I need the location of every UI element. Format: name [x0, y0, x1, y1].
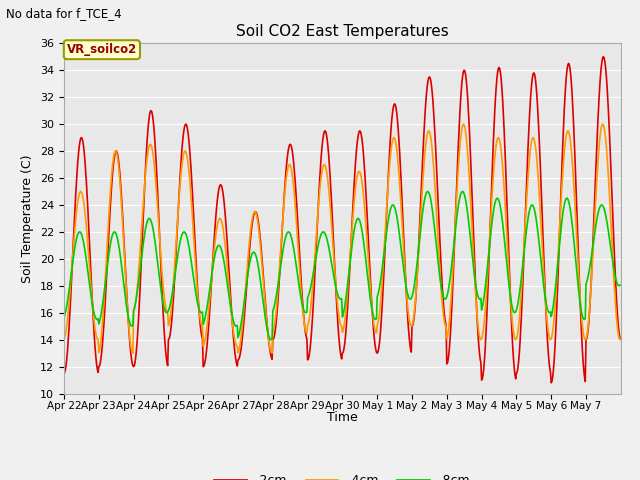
-2cm	[616, 336, 624, 341]
Line: -4cm: -4cm	[64, 124, 620, 353]
-2cm	[431, 123, 438, 129]
-8cm	[228, 309, 236, 315]
-4cm	[400, 253, 408, 259]
-8cm	[424, 189, 432, 194]
-8cm	[616, 282, 624, 288]
Text: VR_soilco2: VR_soilco2	[67, 43, 137, 56]
-8cm	[60, 314, 68, 320]
-8cm	[432, 238, 440, 244]
-4cm	[460, 121, 467, 127]
-4cm	[125, 329, 133, 335]
-4cm	[255, 229, 263, 235]
-4cm	[277, 246, 285, 252]
Line: -2cm: -2cm	[64, 57, 620, 383]
Legend: -2cm, -4cm, -8cm: -2cm, -4cm, -8cm	[209, 469, 476, 480]
-8cm	[268, 337, 275, 343]
-2cm	[255, 224, 263, 230]
X-axis label: Time: Time	[327, 411, 358, 424]
-8cm	[277, 262, 285, 268]
-2cm	[60, 371, 68, 376]
-4cm	[268, 350, 276, 356]
Title: Soil CO2 East Temperatures: Soil CO2 East Temperatures	[236, 24, 449, 39]
-8cm	[125, 318, 133, 324]
-2cm	[276, 264, 284, 270]
-4cm	[228, 311, 236, 317]
-2cm	[399, 226, 407, 231]
-8cm	[400, 269, 408, 275]
-2cm	[600, 54, 607, 60]
-2cm	[547, 380, 555, 386]
Text: No data for f_TCE_4: No data for f_TCE_4	[6, 7, 122, 20]
-2cm	[228, 308, 236, 313]
-8cm	[255, 268, 263, 274]
-4cm	[616, 337, 624, 343]
Line: -8cm: -8cm	[64, 192, 620, 340]
Y-axis label: Soil Temperature (C): Soil Temperature (C)	[22, 154, 35, 283]
-2cm	[125, 332, 133, 338]
-4cm	[431, 188, 439, 193]
-4cm	[60, 336, 68, 342]
